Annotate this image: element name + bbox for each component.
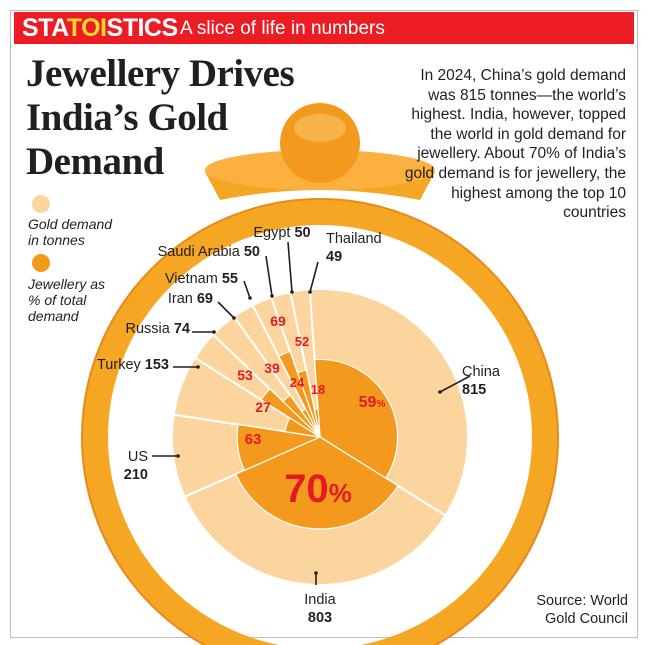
jewellery-slice-india [235, 436, 399, 530]
pct-label-saudi-arabia: 69 [270, 313, 286, 329]
intro-text: In 2024, China’s gold demand was 815 ton… [404, 67, 626, 222]
country-label-india: India 803 [304, 592, 336, 626]
country-value: 49 [326, 249, 342, 265]
jewellery-slice-china [313, 358, 399, 479]
leader-dot-india [314, 571, 318, 575]
leader-dot-china [438, 390, 442, 394]
country-name: Iran 69 [168, 291, 213, 307]
pct-label-iran: 39 [264, 360, 280, 376]
legend-label-demand: Gold demand in tonnes [28, 216, 113, 248]
country-name: Saudi Arabia 50 [158, 244, 260, 260]
legend-label-jewellery: Jewellery as% of total demand [28, 276, 106, 324]
pct-label-china: 59% [359, 394, 386, 411]
leader-dot-thailand [308, 290, 312, 294]
gold-ring-illustration [81, 103, 559, 645]
country-name: Thailand [326, 231, 382, 247]
country-label-thailand: Thailand 49 [326, 231, 382, 265]
country-label-china: China 815 [462, 364, 501, 398]
ring-band-outline [81, 198, 559, 645]
leader-saudi-arabia [265, 255, 273, 297]
leader-dot-iran [232, 316, 236, 320]
country-label-iran: Iran 69 [168, 291, 213, 307]
headline-line-3: Demand [26, 140, 164, 183]
leader-thailand [309, 261, 319, 293]
country-label-egypt: Egypt 50 [253, 225, 310, 241]
leader-vietnam [243, 280, 251, 299]
pct-label-us: 63 [245, 431, 262, 448]
leader-dot-vietnam [248, 296, 252, 300]
ring-gem-highlight [294, 114, 346, 142]
pct-label-vietnam: 24 [290, 375, 305, 390]
legend-swatch-demand [32, 195, 50, 213]
pct-label-egypt: 52 [295, 334, 309, 349]
country-value: 803 [308, 610, 332, 626]
leader-iran [217, 301, 235, 319]
jewellery-slice-thailand [313, 408, 321, 438]
jewellery-slice-russia [260, 387, 321, 438]
brand-logo: STATOISTICS [22, 14, 178, 42]
country-value: 815 [462, 382, 486, 398]
jewellery-slice-iran [282, 394, 321, 438]
graphic-frame [10, 10, 638, 638]
leader-dot-us [176, 454, 180, 458]
leader-dot-saudi-arabia [270, 294, 274, 298]
pct-label-turkey: 27 [255, 399, 271, 415]
jewellery-slice-egypt [296, 369, 321, 438]
pct-label-thailand: 18 [311, 382, 325, 397]
leader-dot-egypt [290, 290, 294, 294]
country-name: China [462, 364, 501, 380]
country-labels: China 815 India 803 US 210 Turkey 153 Russia 74… [97, 225, 501, 626]
pct-label-russia: 53 [237, 367, 253, 383]
country-name: India [304, 592, 336, 608]
headline: Jewellery Drives India’s Gold Demand [26, 52, 326, 184]
leader-dot-russia [212, 330, 216, 334]
country-label-turkey: Turkey 153 [97, 357, 169, 373]
country-name: US [128, 449, 148, 465]
jewellery-slice-saudi-arabia [277, 350, 321, 438]
jewellery-slice-us [236, 423, 323, 472]
leader-china [439, 375, 471, 393]
jewellery-slices [235, 350, 399, 530]
leader-dot-turkey [196, 365, 200, 369]
ring-band [82, 199, 558, 645]
country-label-saudi-arabia: Saudi Arabia 50 [158, 244, 260, 260]
leader-lines [152, 241, 471, 585]
tagline: A slice of life in numbers [180, 18, 385, 39]
leader-egypt [287, 241, 293, 293]
country-name: Turkey 153 [97, 357, 169, 373]
legend-swatch-jewellery [32, 254, 50, 272]
source-note: Source: World Gold Council [536, 593, 628, 627]
masthead-bar [14, 12, 634, 44]
country-label-us: US 210 [124, 449, 148, 483]
country-name: Russia 74 [126, 321, 191, 337]
country-label-vietnam: Vietnam 55 [165, 271, 238, 287]
country-label-russia: Russia 74 [126, 321, 191, 337]
country-value: 210 [124, 467, 148, 483]
country-name: Vietnam 55 [165, 271, 238, 287]
country-name: Egypt 50 [253, 225, 310, 241]
headline-line-1: Jewellery Drives [26, 52, 295, 95]
headline-line-2: India’s Gold [26, 96, 228, 139]
